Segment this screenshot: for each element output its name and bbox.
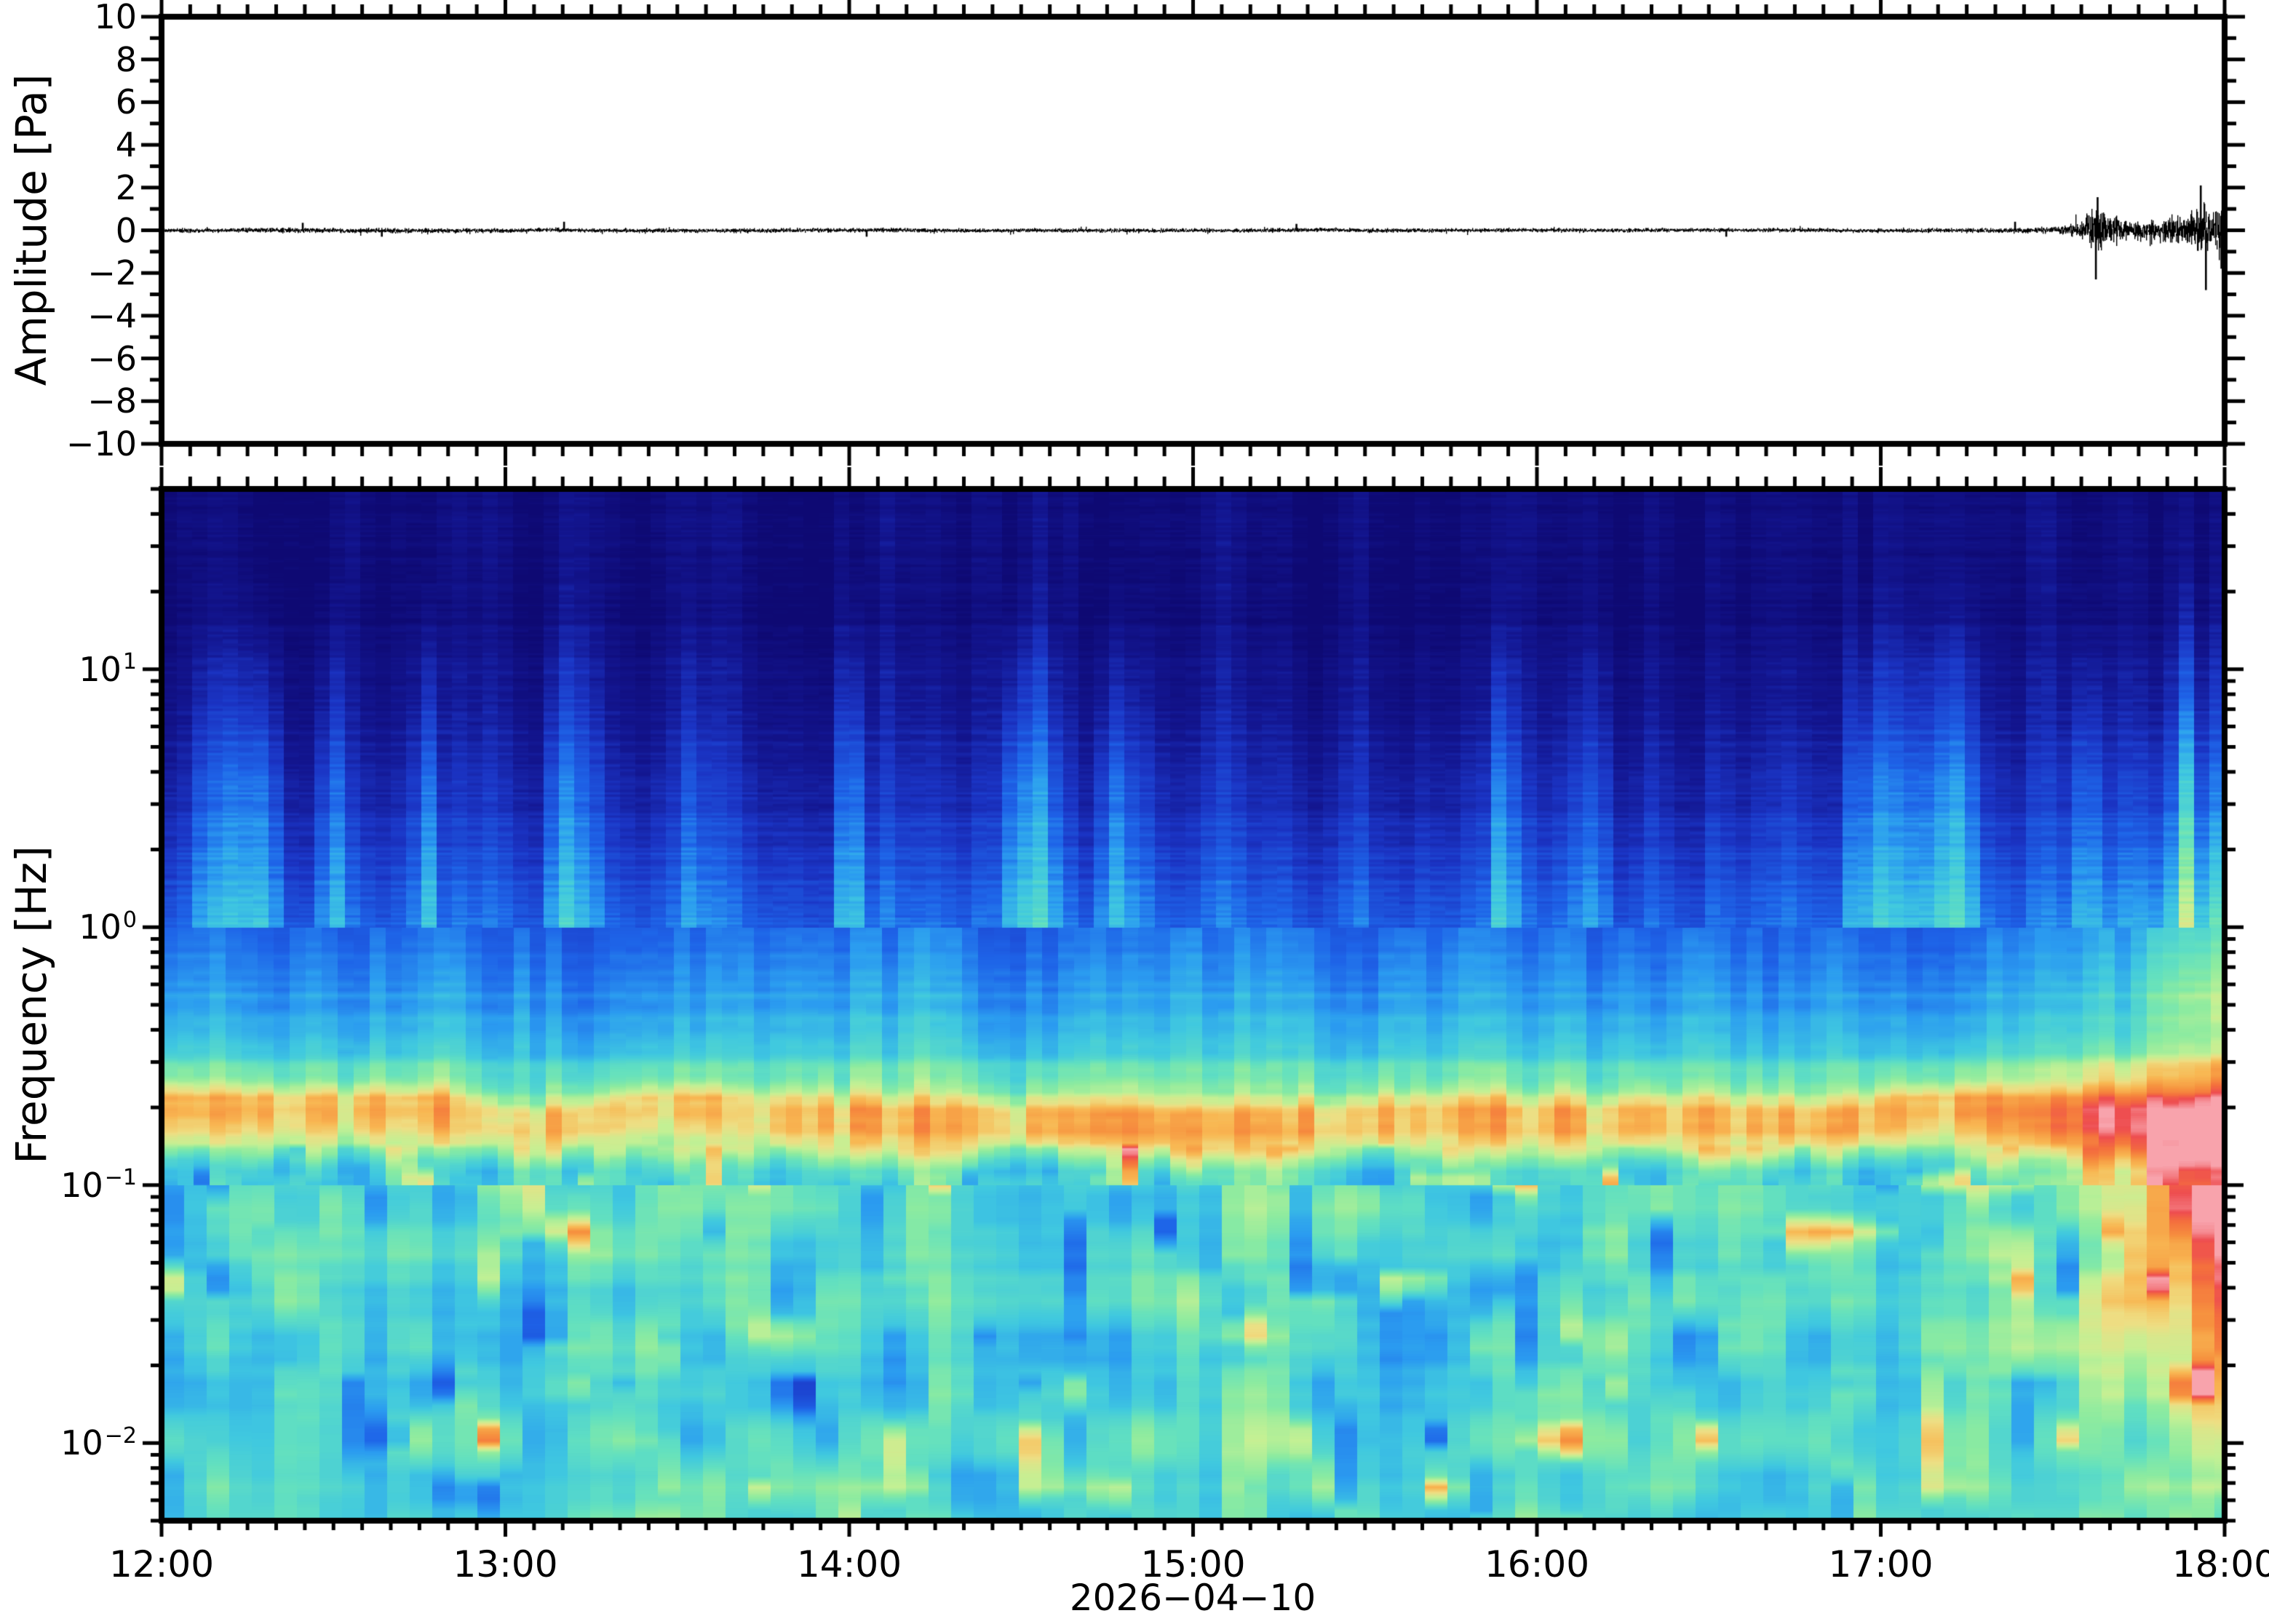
frequency-decade-label: 101 [79,649,137,689]
amplitude-tick-label: −8 [87,381,137,421]
amplitude-tick-label: −2 [87,253,137,293]
amplitude-tick-label: 2 [115,167,137,207]
frequency-decade-label: 10−1 [60,1165,137,1205]
amplitude-tick-label: −4 [87,295,137,335]
time-tick-label: 13:00 [453,1543,558,1585]
amplitude-tick-label: 4 [115,125,137,165]
time-tick-label: 12:00 [108,1543,215,1585]
time-tick-label: 15:00 [1140,1543,1246,1585]
amplitude-tick-label: 6 [115,82,137,122]
time-tick-label: 18:00 [2171,1543,2269,1585]
amplitude-tick-label: 0 [115,210,137,250]
amplitude-tick-label: −6 [87,338,137,378]
time-tick-label: 14:00 [796,1543,902,1585]
date-label: 2026−04−10 [1069,1577,1316,1619]
time-tick-label: 16:00 [1484,1543,1590,1585]
amplitude-tick-label: −10 [65,424,137,463]
amplitude-tick-label: 8 [115,39,137,79]
frequency-decade-label: 10−2 [60,1422,137,1463]
frequency-decade-label: 100 [79,907,137,947]
amplitude-tick-label: 10 [94,0,137,36]
time-tick-label: 17:00 [1828,1543,1934,1585]
